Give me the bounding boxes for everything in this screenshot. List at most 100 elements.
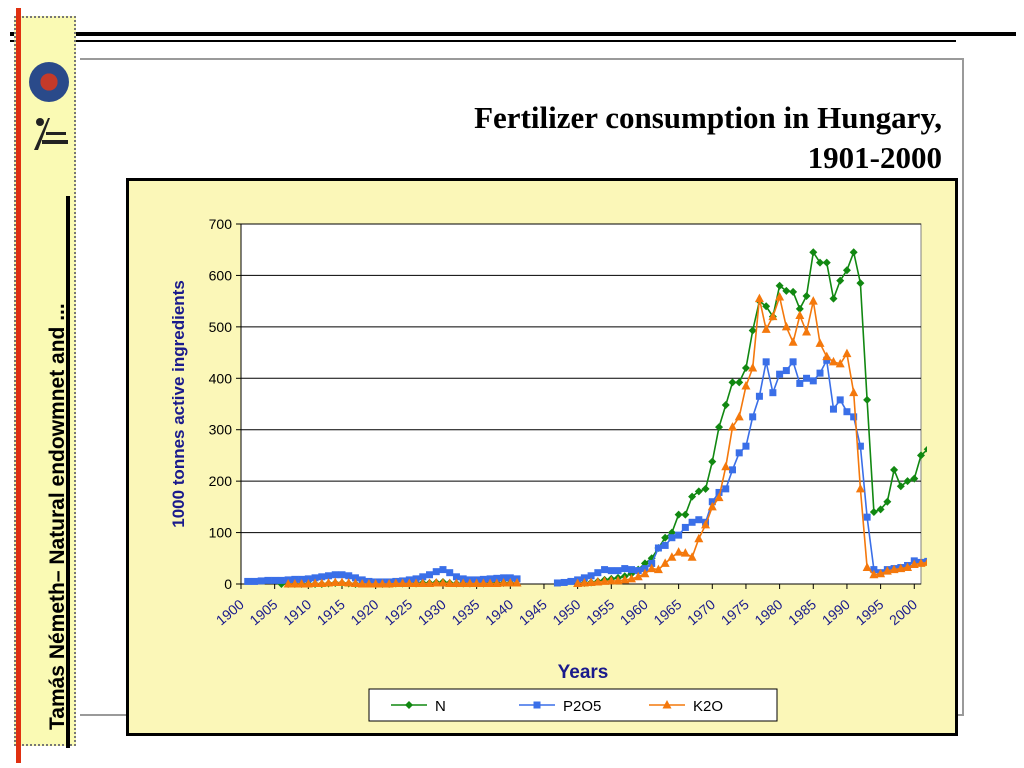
data-point xyxy=(781,321,791,331)
data-point xyxy=(909,559,919,568)
data-point xyxy=(661,533,670,542)
data-point xyxy=(930,553,939,562)
data-point xyxy=(493,574,501,582)
data-point xyxy=(917,451,925,460)
legend-label: N xyxy=(435,698,446,715)
data-point xyxy=(734,411,744,421)
data-point xyxy=(465,578,475,587)
data-point xyxy=(660,558,670,567)
data-point xyxy=(587,572,595,580)
data-point xyxy=(614,567,622,575)
data-point xyxy=(775,281,784,290)
data-point xyxy=(621,565,629,573)
data-point xyxy=(594,569,602,577)
data-point xyxy=(836,396,844,404)
legend-marker xyxy=(405,701,413,709)
data-point xyxy=(330,577,340,586)
data-point xyxy=(728,466,736,474)
data-point xyxy=(762,302,771,311)
data-point xyxy=(500,574,508,582)
data-point xyxy=(398,578,408,587)
legend-marker xyxy=(533,701,541,709)
data-point xyxy=(836,276,845,285)
data-point xyxy=(856,279,865,288)
data-point xyxy=(579,577,589,587)
y-tick-label: 300 xyxy=(209,422,233,438)
data-point xyxy=(694,533,704,543)
data-point xyxy=(492,578,502,587)
data-point xyxy=(290,579,300,588)
data-point xyxy=(715,488,723,496)
data-point xyxy=(506,574,514,582)
data-point xyxy=(640,568,650,578)
series-k2o xyxy=(283,292,939,588)
data-point xyxy=(795,310,805,320)
x-tick-label: 1970 xyxy=(684,596,718,628)
data-point xyxy=(890,465,899,474)
data-point xyxy=(882,566,892,575)
data-point xyxy=(755,392,763,400)
data-point xyxy=(310,578,320,587)
data-point xyxy=(809,377,817,385)
data-point xyxy=(728,378,737,387)
header-rule-thin xyxy=(10,40,956,42)
data-point xyxy=(795,304,804,313)
data-point xyxy=(870,566,878,574)
side-panel xyxy=(14,16,76,746)
data-point xyxy=(688,492,697,501)
data-point xyxy=(742,442,750,450)
x-tick-label: 1960 xyxy=(617,596,651,628)
data-point xyxy=(687,552,697,561)
data-point xyxy=(601,566,609,574)
data-point xyxy=(695,516,703,524)
data-point xyxy=(896,482,905,491)
data-point xyxy=(311,574,319,582)
data-point xyxy=(923,558,927,566)
x-tick-label: 1945 xyxy=(516,596,550,628)
header-rule-thick xyxy=(10,32,1016,36)
data-point xyxy=(876,568,886,578)
data-point xyxy=(688,518,696,526)
data-point xyxy=(829,294,838,303)
side-rule xyxy=(66,196,70,748)
x-tick-label: 1940 xyxy=(482,596,516,628)
data-point xyxy=(325,572,333,580)
data-point xyxy=(438,577,448,587)
data-point xyxy=(727,422,737,431)
legend: N P2O5 K2O xyxy=(368,688,778,722)
data-point xyxy=(903,562,913,572)
y-tick-label: 100 xyxy=(209,525,233,541)
data-point xyxy=(675,531,683,539)
data-point xyxy=(715,423,724,432)
data-point xyxy=(317,578,327,587)
data-point xyxy=(769,389,777,397)
data-point xyxy=(808,296,818,305)
data-point xyxy=(472,578,482,587)
data-point xyxy=(788,337,798,346)
data-point xyxy=(338,571,346,579)
data-point xyxy=(648,559,656,567)
data-point xyxy=(869,569,879,579)
x-tick-label: 1990 xyxy=(819,596,853,628)
chart-area: 0 100 200 300 400 500 600 700 1900 1905 1910 1915 19… xyxy=(126,178,958,736)
plot-area xyxy=(240,223,922,585)
data-point xyxy=(351,574,359,582)
data-point xyxy=(647,563,657,573)
data-point xyxy=(721,461,731,471)
data-point xyxy=(856,442,864,450)
data-point xyxy=(553,579,561,587)
taki-logo-icon xyxy=(34,118,68,150)
data-point xyxy=(782,286,791,295)
side-author-text: Tamás Németh– Natural endowmnet and ... xyxy=(46,303,69,730)
x-tick-label: 1930 xyxy=(415,596,449,628)
data-point xyxy=(708,498,716,506)
data-point xyxy=(849,248,858,257)
data-point xyxy=(809,248,818,257)
data-point xyxy=(271,576,279,584)
x-tick-label: 1975 xyxy=(718,596,752,628)
data-point xyxy=(600,576,610,585)
data-point xyxy=(250,577,258,585)
x-axis-title: Years xyxy=(558,662,609,683)
data-point xyxy=(782,367,790,375)
y-tick-label: 700 xyxy=(209,216,233,232)
